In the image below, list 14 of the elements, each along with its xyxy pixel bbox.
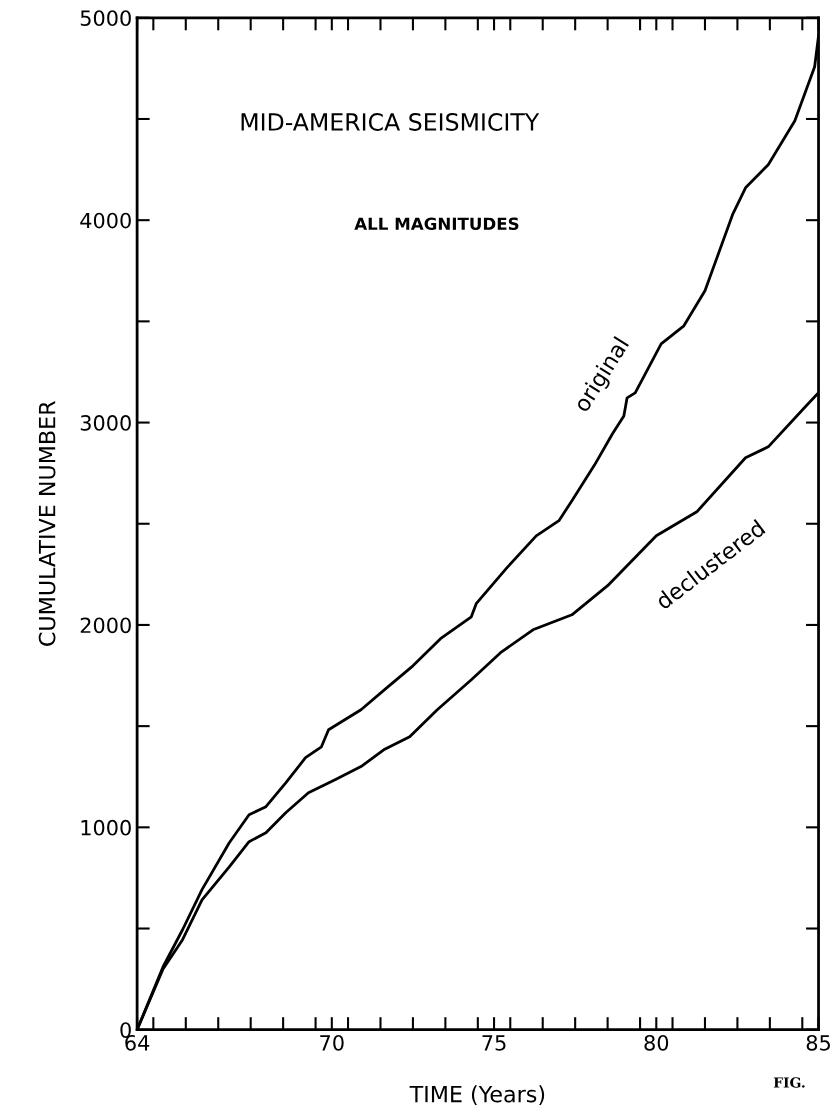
x-tick-label: 75	[482, 1035, 506, 1051]
x-tick-label: 70	[320, 1034, 344, 1051]
y-axis-title: CUMULATIVE NUMBER	[38, 400, 56, 646]
x-tick-label: 85	[806, 1034, 830, 1051]
y-tick-label: 3000	[80, 415, 131, 431]
y-tick-label: 4000	[80, 212, 131, 229]
x-axis-title: TIME (Years)	[409, 1085, 545, 1106]
y-tick-label: 1000	[81, 819, 131, 836]
text: ALL MAGNITUDES	[354, 217, 519, 231]
y-tick-label: 5000	[80, 10, 131, 26]
text: MID-AMERICA SEISMICITY	[241, 113, 540, 131]
y-tick-label: 2000	[80, 617, 131, 634]
text: FIG.	[773, 1077, 805, 1088]
x-tick-label: 80	[644, 1034, 669, 1051]
